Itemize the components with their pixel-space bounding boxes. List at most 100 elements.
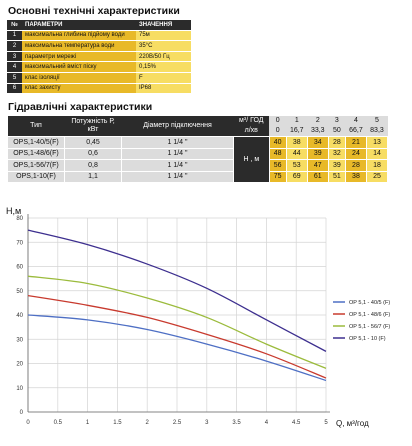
y-tick-label: 0 [20,410,24,416]
head-label: Н , м [233,136,270,183]
model-type: OPS,1-56/7(F) [7,159,65,172]
x-tick-label: 2 [146,420,150,426]
model-power: 0,45 [64,136,122,149]
series-line [27,314,327,382]
head-value: 40 [268,136,287,149]
tech-row: 5 клас ізоляції F [7,71,191,84]
tech-param: максимальний вміст піску [22,61,136,73]
tech-value: 0,15% [136,61,191,73]
head-value: 25 [365,170,389,183]
head-value: 47 [306,159,329,172]
y-tick-label: 50 [16,289,23,295]
legend-label: OP 5,1 - 40/5 (F) [349,300,390,306]
hydraulic-row: OPS,1-48/6(F) 0,6 1 1/4 " 48 44 39 32 24 14 [7,147,389,160]
head-value: 39 [306,147,329,160]
model-diameter: 1 1/4 " [121,159,234,172]
x-tick-label: 4.5 [292,420,301,426]
tech-value: 35°С [136,40,191,52]
tech-param: максимальна температура води [22,40,136,52]
head-value: 48 [268,147,287,160]
tech-param: клас ізоляції [22,71,136,84]
tech-row: 1 максимальна глибина підйому води 75м [7,29,191,41]
head-value: 39 [327,159,346,172]
head-value: 18 [365,159,389,172]
tech-row-number: 6 [7,82,22,94]
model-power: 0,8 [64,159,122,172]
tech-param: клас захисту [22,82,136,94]
head-value: 24 [344,147,367,160]
model-type: OPS,1-48/6(F) [7,147,65,160]
hydraulic-title: Гідравлічні характеристики [8,101,153,113]
flow-lmin: 0 [269,126,287,137]
head-value: 32 [327,147,346,160]
tech-value: IP68 [136,82,191,94]
col-flow-lmin-header: л/хв [233,126,270,137]
y-tick-label: 20 [16,362,23,368]
tech-header-cell: ЗНАЧЕННЯ [136,19,191,31]
x-tick-label: 0.5 [54,420,63,426]
legend-label: OP 5,1 - 56/7 (F) [349,324,390,330]
x-tick-label: 1 [86,420,90,426]
tech-value: 220В/50 Гц [136,50,191,62]
col-diameter-header: Діаметр підключення [121,116,234,137]
tech-row: 3 параметри мережі 220В/50 Гц [7,50,191,62]
flow-lmin: 16,7 [286,126,308,137]
tech-row-number: 2 [7,40,22,52]
series-line [27,275,327,369]
flow-m3: 3 [328,116,346,126]
col-type-header: Тип [7,116,65,137]
head-value: 28 [327,136,346,149]
tech-param: максимальна глибина підйому води [22,29,136,41]
legend-label: OP 5,1 - 10 (F) [349,336,386,342]
head-value: 51 [327,170,346,183]
series-line [27,229,327,352]
tech-row: 2 максимальна температура води 35°С [7,40,191,52]
head-value: 13 [365,136,389,149]
y-tick-label: 10 [16,386,23,392]
tech-title: Основні технічні характеристики [8,5,180,17]
tech-row-number: 1 [7,29,22,41]
hydraulic-row: OPS,1-10(F) 1,1 1 1/4 " 75 69 61 51 38 25 [7,170,389,183]
hydraulic-row: OPS,1-56/7(F) 0,8 1 1/4 " 56 53 47 39 28 18 [7,159,389,172]
y-tick-label: 80 [16,216,23,222]
flow-m3: 2 [307,116,329,126]
x-tick-label: 2.5 [173,420,182,426]
hydraulic-table: Тип Потужність Р, кВт Діаметр підключенн… [7,116,389,183]
x-tick-label: 1.5 [113,420,122,426]
model-diameter: 1 1/4 " [121,170,234,183]
flow-lmin: 66,7 [345,126,367,137]
x-tick-label: 0 [26,420,30,426]
col-power-header: Потужність Р, кВт [64,116,122,137]
legend-label: OP 5,1 - 48/6 (F) [349,312,390,318]
x-tick-label: 3 [205,420,209,426]
tech-header-cell: № [7,19,22,31]
tech-value: F [136,71,191,84]
tech-row-number: 4 [7,61,22,73]
head-value: 14 [365,147,389,160]
y-tick-label: 30 [16,337,23,343]
flow-m3: 0 [269,116,287,126]
tech-row: 4 максимальний вміст піску 0,15% [7,61,191,73]
x-tick-label: 3.5 [232,420,241,426]
x-tick-label: 5 [324,420,328,426]
flow-m3: 4 [345,116,367,126]
tech-row-number: 5 [7,71,22,84]
model-diameter: 1 1/4 " [121,136,234,149]
flow-lmin: 33,3 [307,126,329,137]
y-axis-label: H,м [6,206,21,216]
col-flow-m3-header: м³/ ГОД [233,116,270,126]
model-diameter: 1 1/4 " [121,147,234,160]
head-value: 56 [268,159,287,172]
x-axis-label: Q, м³/год [336,419,369,428]
model-type: OPS,1-40/5(F) [7,136,65,149]
tech-param: параметри мережі [22,50,136,62]
tech-row: 6 клас захисту IP68 [7,82,191,94]
flow-m3: 5 [366,116,388,126]
head-value: 53 [285,159,308,172]
head-value: 75 [268,170,287,183]
tech-row-number: 3 [7,50,22,62]
tech-value: 75м [136,29,191,41]
x-tick-label: 4 [265,420,269,426]
flow-lmin: 83,3 [366,126,388,137]
